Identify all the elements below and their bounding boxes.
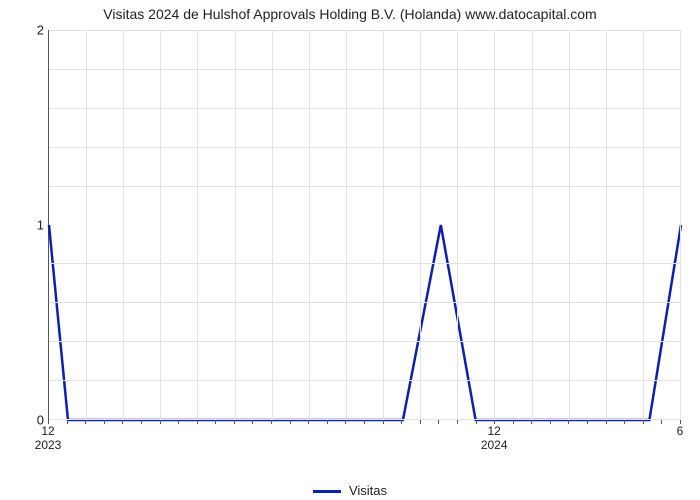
line-series (49, 30, 680, 419)
gridline-v (309, 30, 310, 419)
x-minor-tick (122, 420, 123, 424)
gridline-v (420, 30, 421, 419)
x-minor-tick (327, 420, 328, 424)
legend: Visitas (0, 483, 700, 498)
x-minor-tick (48, 420, 49, 424)
gridline-v (86, 30, 87, 419)
x-minor-tick (624, 420, 625, 424)
y-tick-label: 2 (4, 23, 44, 38)
x-minor-tick (178, 420, 179, 424)
gridline-h (49, 69, 680, 70)
gridline-v (606, 30, 607, 419)
gridline-h (49, 341, 680, 342)
x-minor-tick (197, 420, 198, 424)
x-minor-tick (383, 420, 384, 424)
gridline-h (49, 380, 680, 381)
x-minor-tick (252, 420, 253, 424)
gridline-h (49, 263, 680, 264)
gridline-h (49, 186, 680, 187)
gridline-v (346, 30, 347, 419)
x-minor-tick (494, 420, 495, 424)
x-minor-tick (531, 420, 532, 424)
x-tick-year: 2024 (481, 438, 508, 452)
x-minor-tick (364, 420, 365, 424)
chart-container: Visitas 2024 de Hulshof Approvals Holdin… (0, 0, 700, 500)
x-minor-tick (160, 420, 161, 424)
x-minor-tick (420, 420, 421, 424)
gridline-v (272, 30, 273, 419)
x-minor-tick (215, 420, 216, 424)
gridline-h (49, 147, 680, 148)
x-minor-tick (606, 420, 607, 424)
gridline-v (197, 30, 198, 419)
x-minor-tick (345, 420, 346, 424)
legend-label: Visitas (349, 483, 387, 498)
gridline-v (123, 30, 124, 419)
gridline-v (532, 30, 533, 419)
gridline-v (494, 30, 495, 419)
x-minor-tick (141, 420, 142, 424)
x-minor-tick (643, 420, 644, 424)
x-tick-year: 2023 (35, 438, 62, 452)
gridline-v (457, 30, 458, 419)
legend-swatch (313, 490, 341, 493)
x-minor-tick (680, 420, 681, 424)
x-minor-tick (104, 420, 105, 424)
x-minor-tick (401, 420, 402, 424)
x-minor-tick (457, 420, 458, 424)
y-tick-label: 1 (4, 218, 44, 233)
gridline-v (643, 30, 644, 419)
x-minor-tick (85, 420, 86, 424)
x-minor-tick (290, 420, 291, 424)
gridline-v (569, 30, 570, 419)
gridline-v (235, 30, 236, 419)
x-tick-label: 12 (488, 424, 501, 438)
plot-area (48, 30, 680, 420)
x-minor-tick (513, 420, 514, 424)
gridline-v (160, 30, 161, 419)
gridline-v (383, 30, 384, 419)
x-minor-tick (661, 420, 662, 424)
x-minor-tick (568, 420, 569, 424)
gridline-h (49, 108, 680, 109)
x-minor-tick (271, 420, 272, 424)
x-minor-tick (438, 420, 439, 424)
x-minor-tick (308, 420, 309, 424)
gridline-v (680, 30, 681, 419)
x-minor-tick (67, 420, 68, 424)
x-minor-tick (476, 420, 477, 424)
gridline-h (49, 30, 680, 31)
gridline-h (49, 302, 680, 303)
x-minor-tick (587, 420, 588, 424)
x-tick-label: 12 (41, 424, 54, 438)
y-tick-label: 0 (4, 413, 44, 428)
chart-title: Visitas 2024 de Hulshof Approvals Holdin… (0, 6, 700, 22)
x-minor-tick (550, 420, 551, 424)
x-minor-tick (234, 420, 235, 424)
x-tick-label: 6 (677, 424, 684, 438)
